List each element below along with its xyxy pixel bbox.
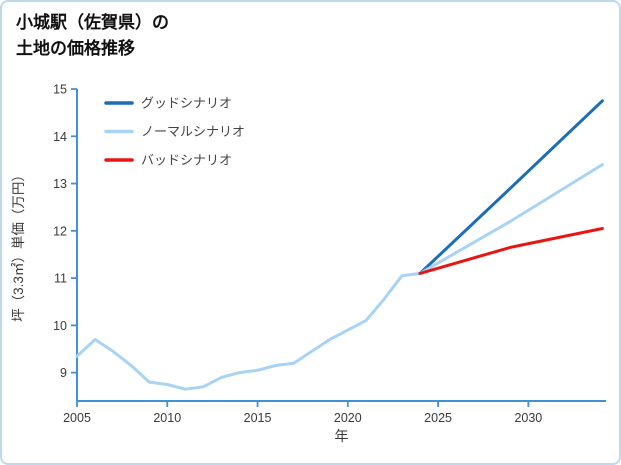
x-tick-label: 2030 bbox=[514, 411, 542, 425]
x-axis-label: 年 bbox=[335, 428, 349, 444]
x-tick-label: 2005 bbox=[63, 411, 91, 425]
y-tick-label: 9 bbox=[60, 366, 67, 380]
legend-label-0: グッドシナリオ bbox=[141, 96, 232, 111]
y-tick-label: 11 bbox=[54, 272, 67, 286]
legend-label-1: ノーマルシナリオ bbox=[141, 124, 245, 139]
series-line-good-scenario bbox=[418, 99, 604, 275]
x-tick-label: 2015 bbox=[244, 411, 272, 425]
page-title-line1: 小城駅（佐賀県）の bbox=[16, 13, 169, 32]
series-line-history bbox=[75, 271, 422, 391]
page-title-line2: 土地の価格推移 bbox=[16, 38, 135, 58]
series-line-bad-scenario bbox=[418, 227, 604, 275]
x-tick-label: 2025 bbox=[424, 411, 452, 425]
y-tick-label: 15 bbox=[53, 83, 67, 97]
y-tick-label: 14 bbox=[53, 130, 67, 144]
y-axis-label: 坪（3.3㎡）単価（万円） bbox=[11, 168, 26, 322]
x-tick-label: 2010 bbox=[153, 411, 181, 425]
y-tick-label: 10 bbox=[53, 319, 67, 333]
legend-label-2: バッドシナリオ bbox=[141, 153, 232, 168]
y-tick-label: 12 bbox=[53, 224, 67, 238]
y-tick-label: 13 bbox=[53, 177, 67, 191]
x-tick-label: 2020 bbox=[334, 411, 362, 425]
page-title: 小城駅（佐賀県）の 土地の価格推移 bbox=[16, 10, 169, 61]
series-line-normal-scenario bbox=[418, 163, 604, 275]
